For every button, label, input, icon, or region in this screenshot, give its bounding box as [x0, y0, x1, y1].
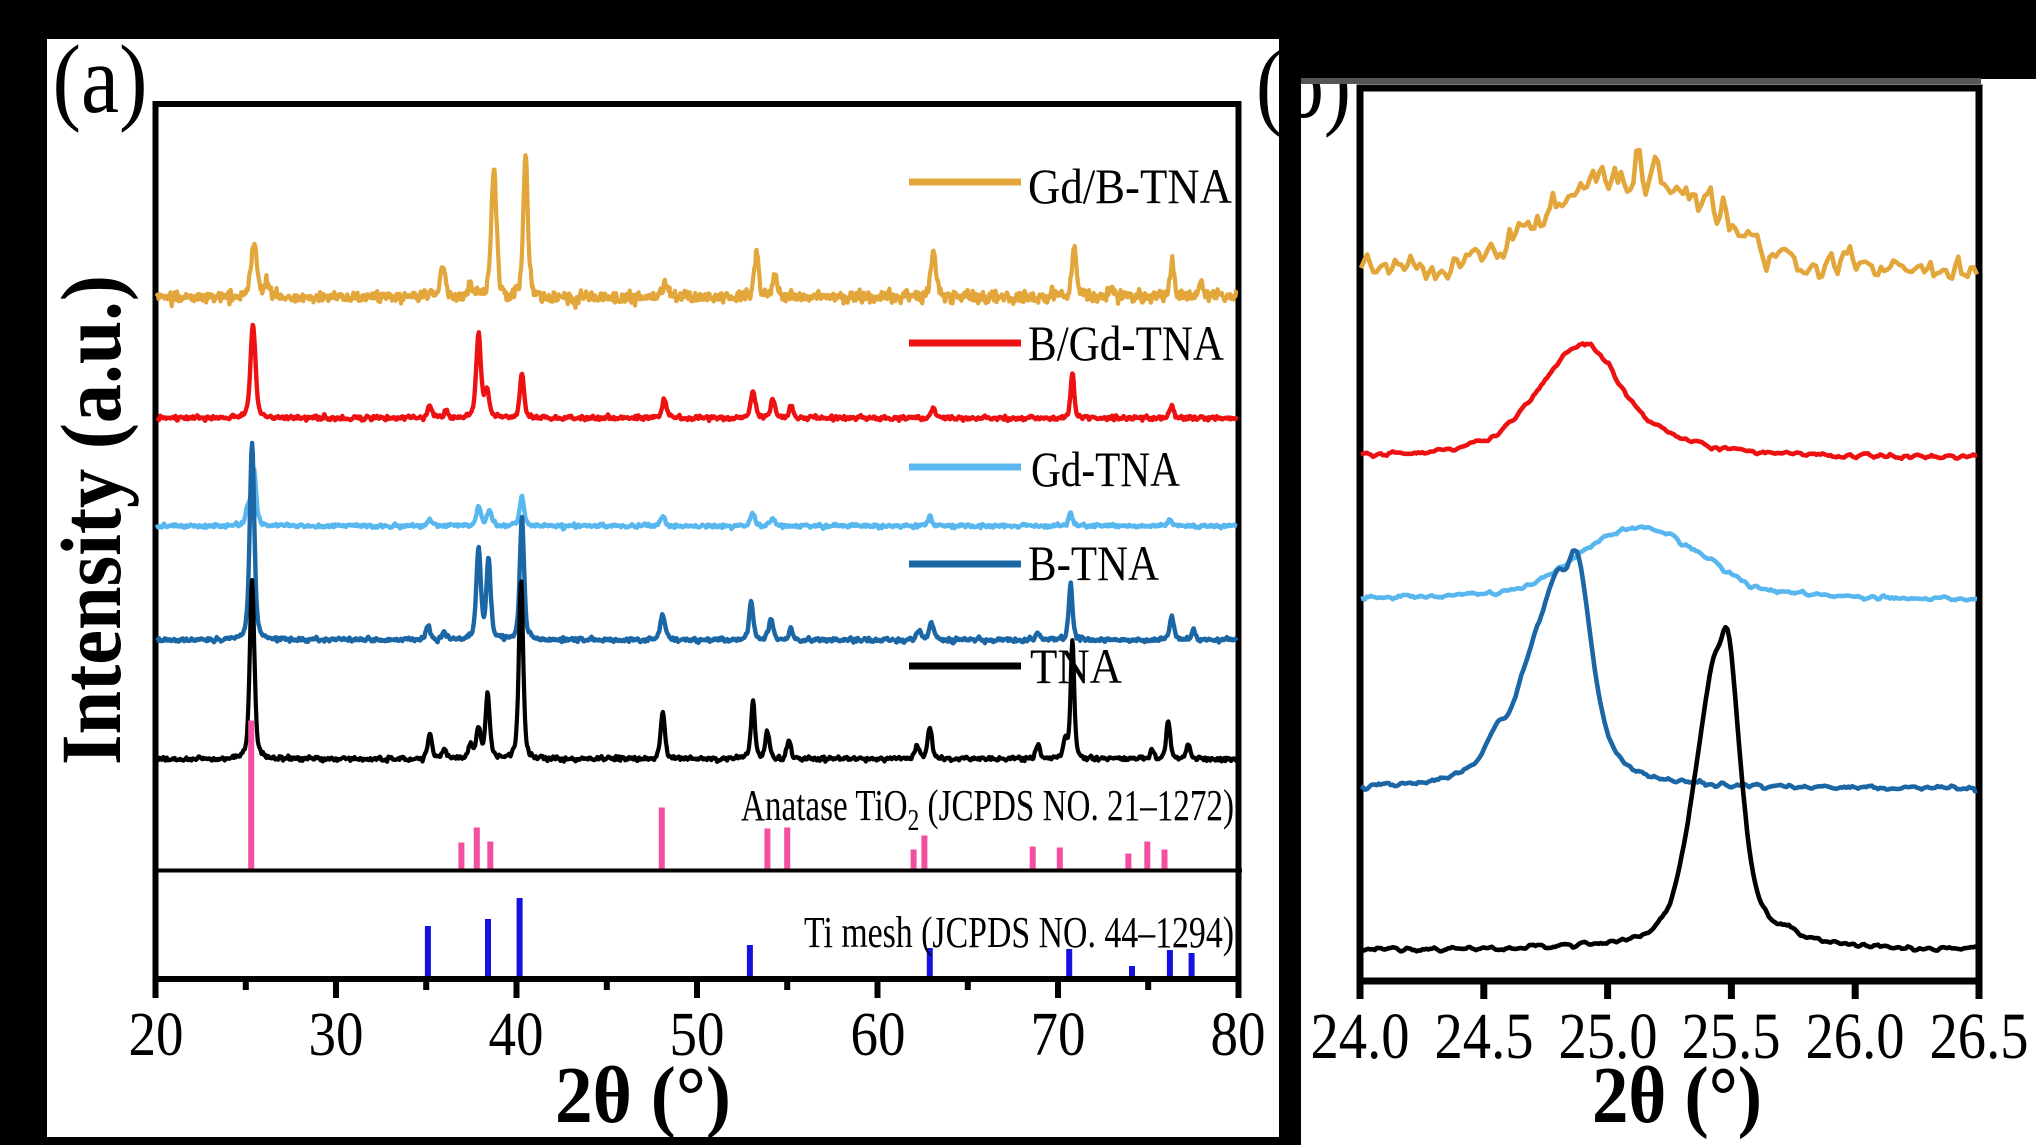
svg-text:2θ (°): 2θ (°) [555, 1052, 731, 1140]
svg-text:70: 70 [1031, 1001, 1086, 1069]
svg-text:(b): (b) [1256, 31, 1351, 139]
svg-text:25.0: 25.0 [1559, 1000, 1658, 1073]
svg-text:Anatase TiO2 (JCPDS NO. 21–127: Anatase TiO2 (JCPDS NO. 21–1272) [741, 781, 1234, 837]
svg-text:50: 50 [670, 1001, 725, 1069]
svg-text:Gd-TNA: Gd-TNA [1031, 441, 1180, 497]
svg-text:(a): (a) [53, 26, 148, 134]
svg-text:20: 20 [129, 1001, 184, 1069]
svg-text:26.0: 26.0 [1806, 1000, 1905, 1073]
svg-text:24.5: 24.5 [1435, 1000, 1534, 1073]
svg-text:40: 40 [489, 1001, 544, 1069]
svg-text:B-TNA: B-TNA [1028, 535, 1159, 591]
svg-text:25.5: 25.5 [1682, 1000, 1781, 1073]
svg-text:TNA: TNA [1030, 638, 1122, 694]
svg-text:2θ (°): 2θ (°) [1592, 1052, 1762, 1140]
svg-text:60: 60 [851, 1001, 906, 1069]
svg-text:Gd/B-TNA: Gd/B-TNA [1028, 158, 1232, 214]
svg-text:80: 80 [1211, 1001, 1266, 1069]
svg-text:24.0: 24.0 [1311, 1000, 1410, 1073]
svg-text:Ti mesh (JCPDS NO. 44–1294): Ti mesh (JCPDS NO. 44–1294) [804, 908, 1234, 957]
svg-text:30: 30 [309, 1001, 364, 1069]
svg-text:26.5: 26.5 [1930, 1000, 2029, 1073]
svg-text:Intensity (a.u.): Intensity (a.u.) [43, 275, 139, 765]
svg-text:B/Gd-TNA: B/Gd-TNA [1028, 315, 1224, 371]
